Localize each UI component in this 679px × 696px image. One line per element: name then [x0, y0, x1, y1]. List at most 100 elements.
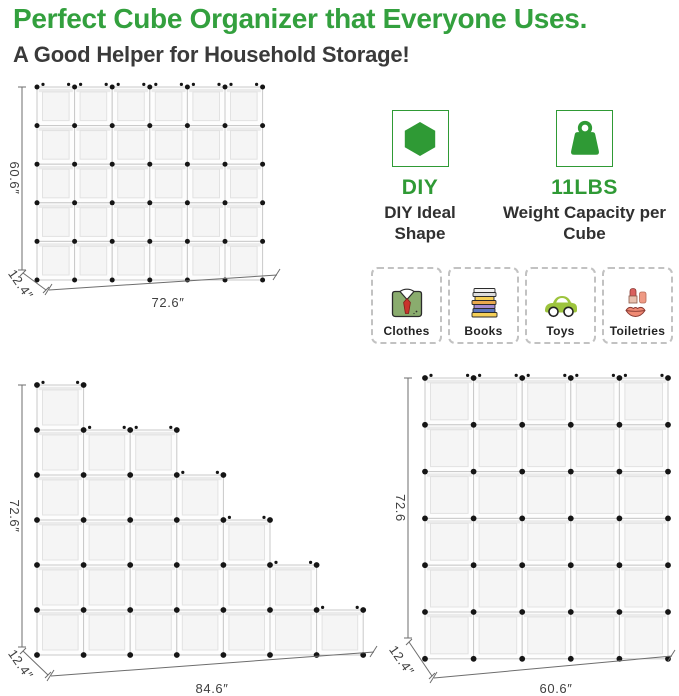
connector-dot	[519, 421, 526, 428]
shirt-icon	[391, 288, 422, 318]
depth-dimension-label: 12.4″	[5, 647, 36, 683]
connector-dot	[260, 84, 266, 90]
connector-dot	[422, 609, 428, 615]
connector-dot	[470, 468, 477, 475]
connector-dot	[567, 562, 574, 569]
height-dimension-ticks	[18, 86, 26, 271]
connector-dot	[173, 472, 180, 478]
connector-dot	[173, 562, 180, 568]
height-dimension-label: 72.6	[393, 494, 408, 522]
connector-dot	[169, 425, 173, 429]
connector-dot	[470, 515, 477, 522]
connector-dot	[519, 655, 526, 662]
connector-dot	[220, 472, 227, 478]
connector-dot	[616, 375, 623, 381]
connector-dot	[267, 652, 273, 658]
connector-dot	[260, 200, 266, 206]
connector-dot	[260, 238, 266, 244]
depth-dimension-ticks	[405, 638, 436, 680]
connector-dot	[422, 562, 428, 569]
connector-dot	[360, 607, 367, 613]
connector-dot	[616, 468, 623, 475]
cube-grid	[34, 380, 367, 658]
connector-dot	[220, 562, 227, 568]
connector-dot	[181, 470, 185, 474]
width-dimension-line	[48, 274, 278, 291]
category-clothes-label: Clothes	[383, 324, 430, 338]
connector-dot	[260, 123, 266, 129]
depth-dimension-line	[22, 272, 47, 291]
connector-dot	[616, 609, 623, 615]
height-dimension-label: 60.6″	[7, 162, 22, 195]
weight-icon	[570, 120, 599, 155]
connector-dot	[34, 562, 40, 568]
connector-dot	[72, 123, 78, 129]
connector-dot	[220, 652, 227, 658]
connector-dot	[88, 425, 92, 429]
width-dimension-line	[433, 655, 673, 679]
connector-dot	[127, 607, 134, 613]
connector-dot	[127, 427, 134, 433]
width-dimension-line	[50, 651, 375, 677]
connector-dot	[147, 84, 153, 90]
category-books: Books	[448, 267, 519, 344]
connector-dot	[109, 161, 115, 167]
connector-dot	[222, 238, 228, 244]
depth-dimension-ticks	[19, 269, 50, 294]
connector-dot	[184, 123, 190, 129]
connector-dot	[422, 655, 428, 662]
depth-dimension-line	[408, 641, 433, 677]
connector-dot	[616, 421, 623, 428]
connector-dot	[34, 607, 40, 613]
connector-dot	[422, 375, 428, 381]
width-dimension-label: 60.6″	[540, 681, 573, 696]
diy-icon-box	[391, 110, 449, 167]
page-title: Perfect Cube Organizer that Everyone Use…	[13, 3, 588, 34]
connector-dot	[184, 238, 190, 244]
depth-dimension-ticks	[19, 647, 52, 679]
connector-dot	[179, 82, 183, 86]
connector-dot	[313, 652, 320, 658]
connector-dot	[173, 607, 180, 613]
category-list: Clothes Books Toys	[371, 267, 673, 344]
connector-dot	[665, 375, 671, 381]
connector-dot	[34, 238, 40, 244]
connector-dot	[109, 277, 115, 283]
connector-dot	[355, 605, 359, 609]
connector-dot	[665, 562, 671, 569]
organizer-diagram-5x6: 72.6 12.4″ 60.6″	[386, 373, 676, 696]
height-dimension-label: 72.6″	[7, 500, 22, 533]
connector-dot	[321, 605, 325, 609]
connector-dot	[222, 200, 228, 206]
feature-weight-label: 11LBS	[551, 176, 618, 199]
category-toys-label: Toys	[546, 324, 575, 338]
cosmetics-icon	[624, 288, 646, 318]
connector-dot	[222, 161, 228, 167]
connector-dot	[267, 607, 273, 613]
connector-dot	[422, 468, 428, 475]
connector-dot	[466, 373, 470, 377]
category-clothes: Clothes	[371, 267, 442, 344]
connector-dot	[616, 562, 623, 569]
connector-dot	[227, 515, 231, 519]
toy-car-icon	[544, 296, 577, 318]
feature-weight-desc: Weight Capacity per Cube	[502, 203, 667, 244]
connector-dot	[142, 82, 146, 86]
connector-dot	[127, 562, 134, 568]
connector-dot	[260, 161, 266, 167]
height-dimension-ticks	[18, 384, 26, 648]
connector-dot	[173, 652, 180, 658]
connector-dot	[222, 123, 228, 129]
connector-dot	[34, 200, 40, 206]
connector-dot	[360, 652, 367, 658]
connector-dot	[567, 609, 574, 615]
connector-dot	[519, 515, 526, 522]
connector-dot	[184, 277, 190, 283]
connector-dot	[519, 609, 526, 615]
connector-dot	[72, 238, 78, 244]
connector-dot	[313, 562, 320, 568]
connector-dot	[470, 375, 477, 381]
connector-dot	[127, 517, 134, 523]
connector-dot	[611, 373, 615, 377]
